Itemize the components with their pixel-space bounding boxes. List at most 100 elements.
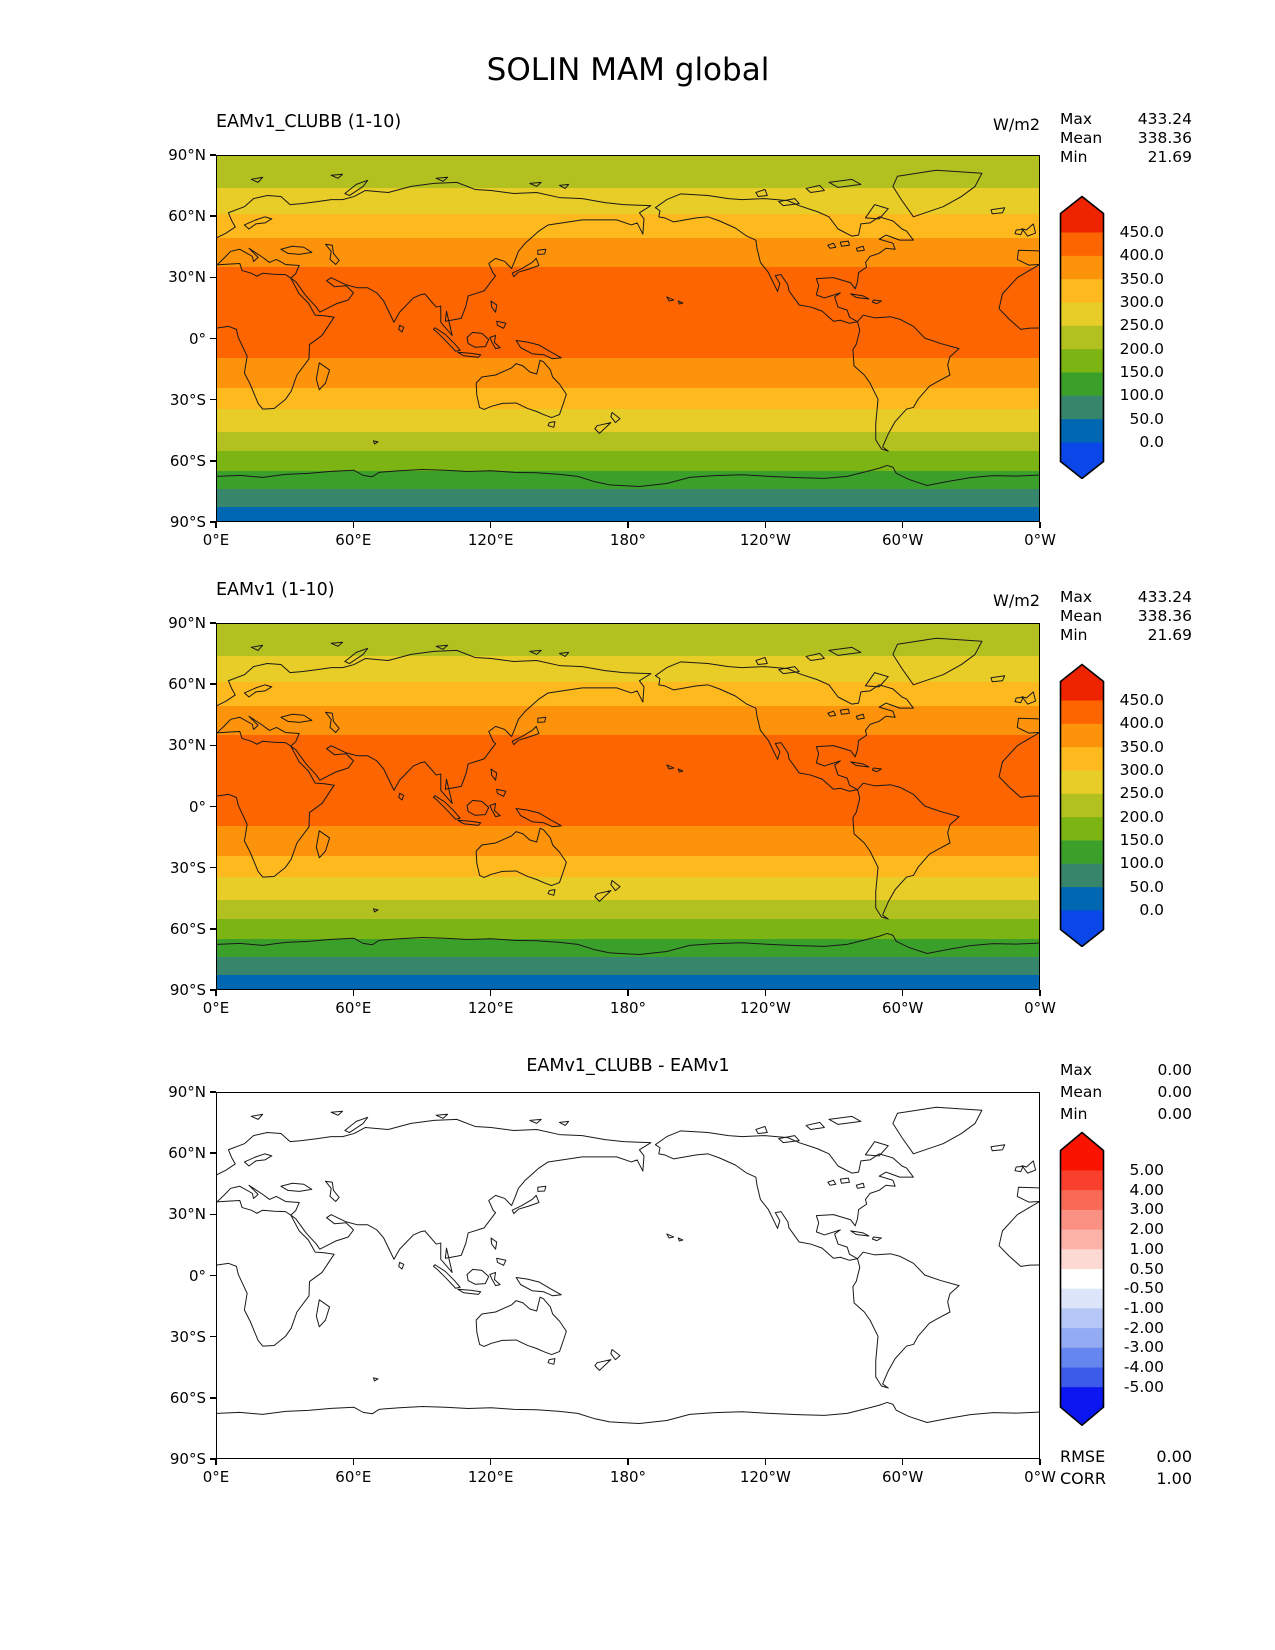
- x-tick-mark: [1039, 1459, 1041, 1465]
- contour-band: [217, 975, 1039, 989]
- colorbar-segment: [1060, 1268, 1103, 1289]
- x-tick-label: 120°E: [467, 999, 514, 1017]
- stat-label: CORR: [1060, 1469, 1106, 1488]
- y-tick-label: 60°S: [169, 451, 206, 470]
- contour-band: [217, 489, 1039, 508]
- colorbar-tick-label: -1.00: [1123, 1298, 1164, 1317]
- colorbar-segment: [1060, 723, 1103, 748]
- contour-band: [217, 388, 1039, 409]
- contour-band: [217, 156, 1039, 188]
- y-tick-label: 30°S: [169, 390, 206, 409]
- x-tick-mark: [627, 990, 629, 996]
- y-tick-mark: [210, 337, 216, 340]
- colorbar-segment: [1060, 1209, 1103, 1230]
- stat-value: 1.00: [1156, 1469, 1192, 1488]
- colorbar-tick-label: -4.00: [1123, 1358, 1164, 1376]
- colorbar-extend-top: [1060, 1131, 1103, 1171]
- y-tick-mark: [210, 154, 216, 156]
- stat-value: 433.24: [1137, 110, 1192, 128]
- x-tick-mark: [215, 522, 217, 528]
- colorbar-tick-label: 450.0: [1119, 223, 1164, 241]
- y-tick-mark: [210, 622, 216, 624]
- colorbar-segment: [1060, 793, 1103, 818]
- x-tick-mark: [489, 1459, 492, 1465]
- contour-band: [217, 507, 1039, 521]
- stat-row: Mean 338.36: [1060, 607, 1192, 626]
- x-tick-mark: [352, 990, 355, 996]
- stat-row: Min 21.69: [1060, 148, 1192, 167]
- colorbar: [1059, 1130, 1104, 1426]
- y-tick-label: 60°S: [169, 1388, 206, 1407]
- stat-label: Min: [1060, 148, 1088, 166]
- y-tick-mark: [210, 460, 216, 462]
- x-tick-label: 180°: [609, 1468, 647, 1486]
- colorbar-segment: [1060, 1366, 1103, 1388]
- colorbar-tick-label: -3.00: [1123, 1338, 1164, 1357]
- stat-row: Min 21.69: [1060, 626, 1192, 645]
- contour-band: [217, 681, 1039, 707]
- y-tick-label: 90°S: [169, 1450, 206, 1468]
- y-tick-mark: [210, 398, 216, 401]
- colorbar-tick-label: 400.0: [1119, 246, 1164, 265]
- colorbar-segment: [1060, 231, 1103, 256]
- colorbar-tick-label: 350.0: [1119, 737, 1164, 756]
- colorbar-tick-label: 100.0: [1119, 386, 1164, 405]
- colorbar-segment: [1060, 1327, 1103, 1348]
- colorbar-tick-label: 2.00: [1129, 1220, 1164, 1239]
- colorbar-tick-label: 300.0: [1119, 760, 1164, 779]
- colorbar-segment: [1060, 1288, 1103, 1309]
- colorbar-tick-label: 5.00: [1129, 1161, 1164, 1179]
- x-tick-label: 60°E: [335, 999, 372, 1017]
- contour-band: [217, 408, 1039, 432]
- stat-label: Max: [1060, 1061, 1093, 1079]
- colorbar-tick-label: -0.50: [1123, 1279, 1164, 1298]
- x-tick-mark: [901, 522, 904, 528]
- y-tick-mark: [210, 866, 216, 869]
- y-tick-label: 60°N: [168, 675, 206, 694]
- colorbar-tick-label: 0.0: [1139, 432, 1164, 451]
- filled-contour-bands: [217, 624, 1039, 989]
- contour-band: [217, 213, 1039, 239]
- colorbar-tick-label: 0.0: [1139, 900, 1164, 919]
- stat-value: 338.36: [1137, 129, 1192, 147]
- colorbar-outline: [1059, 1130, 1104, 1426]
- colorbar-tick-label: 250.0: [1119, 316, 1164, 335]
- contour-band: [217, 470, 1039, 490]
- y-tick-label: 30°N: [168, 736, 206, 755]
- x-tick-label: 180°: [609, 999, 647, 1017]
- stat-label: Min: [1060, 626, 1088, 644]
- stat-row: Max 433.24: [1060, 110, 1192, 129]
- contour-band: [217, 706, 1039, 736]
- y-tick-mark: [210, 1091, 216, 1093]
- y-tick-label: 0°: [188, 329, 206, 348]
- x-tick-label: 0°W: [1024, 531, 1056, 549]
- colorbar-segment: [1060, 371, 1103, 396]
- units-label: W/m2: [993, 115, 1040, 134]
- y-tick-mark: [210, 805, 216, 808]
- stat-row: CORR 1.00: [1060, 1468, 1192, 1490]
- x-tick-mark: [489, 990, 492, 996]
- stat-label: RMSE: [1060, 1447, 1106, 1466]
- y-tick-label: 0°: [188, 797, 206, 816]
- stat-row: Mean 338.36: [1060, 129, 1192, 148]
- colorbar-extend-top: [1060, 664, 1103, 701]
- contour-band: [217, 357, 1039, 389]
- y-tick-mark: [210, 276, 216, 279]
- colorbar-segment: [1060, 699, 1103, 724]
- stat-label: Mean: [1060, 607, 1103, 625]
- stat-value: 21.69: [1147, 626, 1192, 644]
- y-tick-label: 60°S: [169, 919, 206, 938]
- x-tick-label: 120°W: [739, 1468, 791, 1486]
- colorbar-tick-label: 0.50: [1129, 1259, 1164, 1278]
- colorbar: [1059, 194, 1104, 479]
- colorbar-segment: [1060, 886, 1103, 911]
- y-tick-label: 0°: [188, 1266, 206, 1285]
- x-tick-label: 180°: [609, 531, 647, 549]
- y-tick-mark: [210, 989, 216, 991]
- x-tick-label: 60°W: [881, 531, 924, 549]
- y-tick-mark: [210, 1335, 216, 1338]
- figure-title: SOLIN MAM global: [486, 52, 770, 88]
- x-tick-label: 120°W: [739, 531, 791, 549]
- y-tick-label: 90°N: [168, 146, 206, 164]
